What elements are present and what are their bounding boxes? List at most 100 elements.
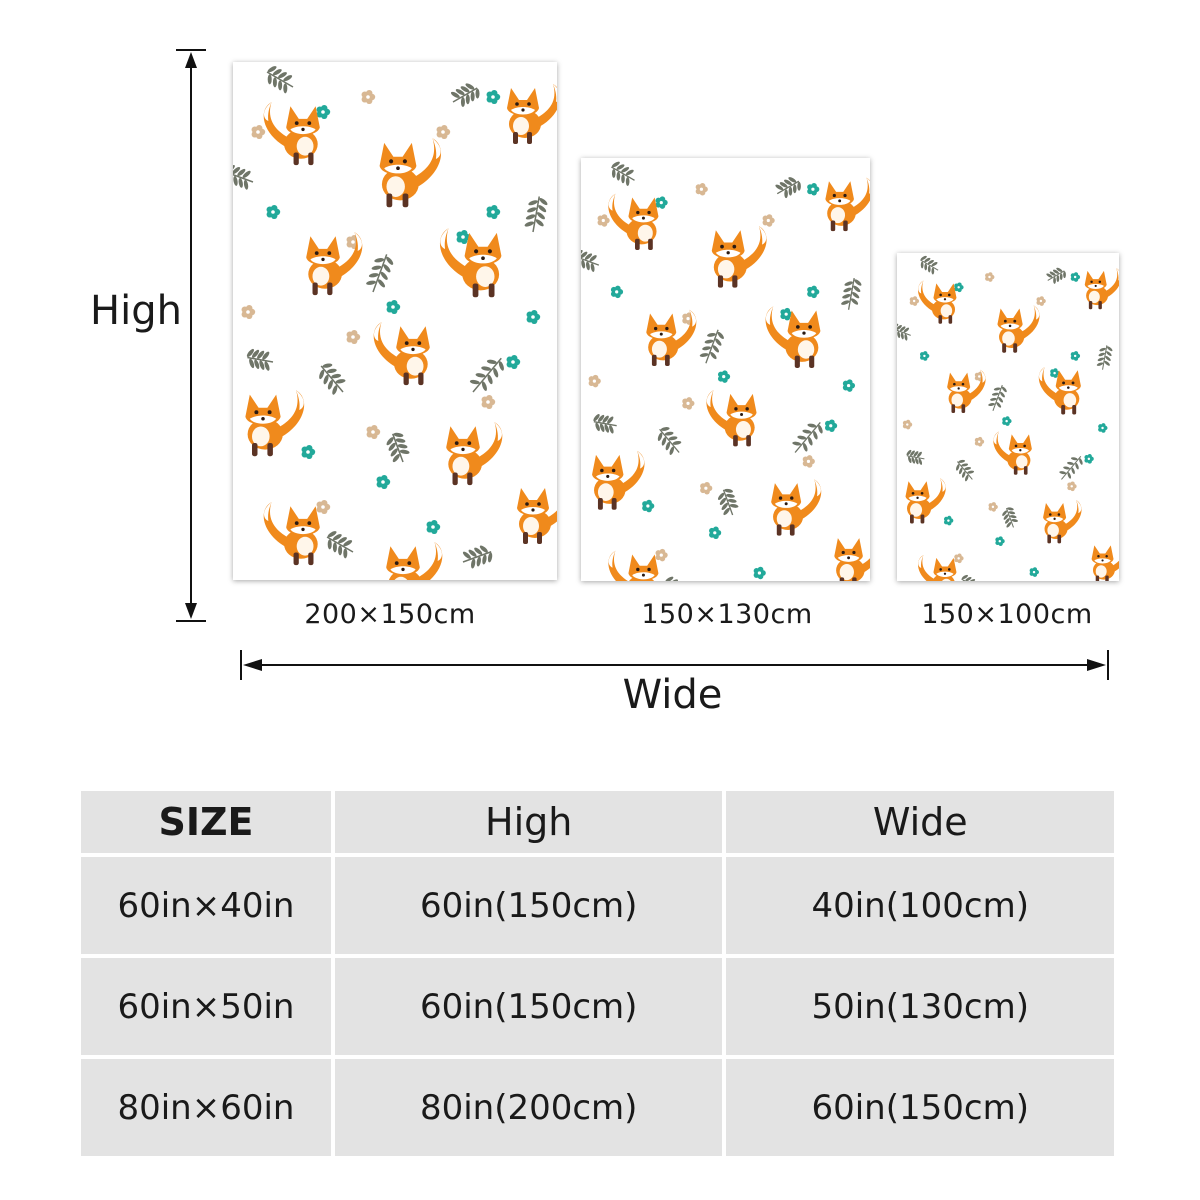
leaf-sprig-icon (961, 574, 980, 581)
flower-icon (597, 214, 610, 227)
flower-icon (1070, 351, 1081, 361)
leaf-sprig-icon (699, 329, 724, 364)
fox-pattern (581, 161, 870, 581)
flower-icon (346, 329, 361, 345)
wide-axis-label: Wide (622, 672, 723, 718)
flower-icon (995, 536, 1005, 547)
flower-icon (588, 374, 601, 388)
leaf-sprig-icon (319, 363, 346, 395)
blanket-preview-small (897, 253, 1119, 581)
flower-icon (1067, 481, 1077, 492)
cell-wide: 50in(130cm) (726, 958, 1114, 1055)
fox-icon (834, 538, 870, 581)
flower-icon (506, 354, 521, 370)
leaf-sprig-icon (717, 488, 739, 516)
leaf-sprig-icon (792, 421, 823, 453)
fox-icon (1091, 545, 1119, 581)
leaf-sprig-icon (1002, 507, 1018, 528)
size-label-large: 200×150cm (304, 599, 476, 630)
fox-icon (439, 228, 502, 298)
leaf-sprig-icon (450, 83, 480, 108)
leaf-sprig-icon (233, 165, 254, 190)
flower-icon (985, 272, 995, 282)
header-high: High (334, 791, 723, 853)
flower-icon (486, 204, 501, 220)
leaf-sprig-icon (462, 545, 493, 569)
leaf-sprig-icon (988, 384, 1007, 412)
blanket-preview-medium (581, 158, 870, 581)
fox-icon (306, 232, 363, 296)
flower-icon (988, 502, 998, 512)
cell-high: 60in(150cm) (334, 857, 723, 954)
leaf-sprig-icon (665, 576, 679, 581)
leaf-sprig-icon (386, 432, 410, 463)
flower-icon (695, 182, 708, 196)
leaf-sprig-icon (581, 249, 600, 272)
fox-icon (711, 226, 767, 288)
fox-icon (386, 542, 443, 580)
flower-icon (943, 515, 954, 526)
fox-icon (608, 193, 659, 251)
fox-pattern (897, 255, 1119, 581)
cell-size: 60in×40in (81, 857, 331, 954)
flower-icon (1002, 416, 1012, 426)
flower-icon (909, 296, 920, 306)
flower-icon (526, 309, 541, 325)
flower-icon (753, 566, 766, 580)
table-row: 60in×40in 60in(150cm) 40in(100cm) (81, 857, 1114, 954)
cell-size: 80in×60in (81, 1059, 331, 1156)
cell-high: 80in(200cm) (334, 1059, 723, 1156)
dimension-arrows (176, 49, 1109, 680)
leaf-sprig-icon (657, 427, 682, 455)
blanket-preview-large (233, 62, 557, 580)
table-header-row: SIZE High Wide (81, 791, 1114, 853)
size-label-small: 150×100cm (921, 599, 1093, 630)
header-size: SIZE (81, 791, 331, 853)
flower-icon (919, 351, 930, 361)
fox-icon (263, 102, 320, 166)
flower-icon (361, 89, 376, 105)
leaf-sprig-icon (841, 277, 862, 310)
leaf-sprig-icon (266, 66, 294, 94)
flower-icon (486, 89, 501, 105)
leaf-sprig-icon (524, 196, 548, 233)
flower-icon (436, 124, 451, 140)
size-table: SIZE High Wide 60in×40in 60in(150cm) 40i… (77, 787, 1118, 1160)
fox-icon (592, 450, 645, 510)
fox-icon (1043, 500, 1082, 544)
fox-icon (765, 306, 821, 368)
flower-icon (426, 519, 441, 535)
fox-icon (373, 322, 430, 386)
flower-icon (1070, 272, 1081, 282)
fox-icon (608, 550, 659, 581)
cell-wide: 60in(150cm) (726, 1059, 1114, 1156)
fox-icon (379, 138, 442, 208)
flower-icon (974, 436, 985, 447)
fox-icon (706, 390, 757, 447)
leaf-sprig-icon (1059, 455, 1083, 480)
flower-icon (386, 299, 401, 315)
flower-icon (825, 419, 838, 432)
header-wide: Wide (726, 791, 1114, 853)
flower-icon (1084, 454, 1094, 464)
leaf-sprig-icon (611, 161, 635, 186)
flower-icon (807, 285, 820, 299)
leaf-sprig-icon (920, 255, 939, 275)
fox-icon (1038, 367, 1081, 415)
flower-icon (610, 285, 624, 299)
fox-icon (825, 177, 870, 232)
flower-icon (316, 499, 331, 515)
flower-icon (717, 370, 731, 383)
fox-icon (997, 305, 1040, 353)
flower-icon (481, 394, 496, 410)
fox-icon (507, 84, 557, 144)
cell-size: 60in×50in (81, 958, 331, 1055)
flower-icon (655, 196, 668, 209)
fox-icon (263, 502, 320, 566)
flower-icon (802, 455, 815, 468)
flower-icon (1036, 296, 1046, 306)
leaf-sprig-icon (1046, 267, 1066, 284)
flower-icon (700, 481, 713, 495)
table-row: 80in×60in 80in(200cm) 60in(150cm) (81, 1059, 1114, 1156)
cell-wide: 40in(100cm) (726, 857, 1114, 954)
